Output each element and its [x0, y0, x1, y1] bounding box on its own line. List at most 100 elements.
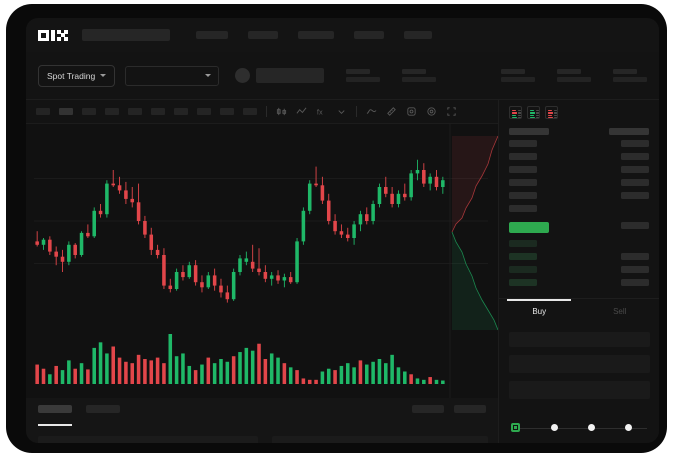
orderbook-row-ask-4[interactable] [509, 179, 537, 186]
trade-form-tabs: Buy Sell [499, 298, 659, 324]
order-type-field[interactable] [509, 332, 650, 347]
coin-avatar-icon [235, 68, 251, 83]
orderbook-row-ask-2[interactable] [509, 153, 537, 160]
tab-sell[interactable]: Sell [580, 299, 660, 324]
trading-pair-select[interactable] [125, 65, 220, 86]
chevron-down-icon[interactable] [336, 106, 347, 117]
orderbook-row-bid-4[interactable] [509, 279, 537, 286]
okx-logo-icon[interactable] [38, 29, 68, 41]
tf-15m[interactable] [82, 108, 96, 115]
toolbar-divider [356, 106, 357, 117]
toolbar-divider [266, 106, 267, 117]
nav-item-1[interactable] [196, 31, 228, 39]
fullscreen-icon[interactable] [446, 106, 457, 117]
market-header: Spot Trading [26, 52, 659, 100]
ruler-icon[interactable] [386, 106, 397, 117]
slider-node-75[interactable] [625, 424, 632, 431]
device-screen: Spot Trading [26, 18, 659, 443]
chart-settings-icon[interactable] [426, 106, 437, 117]
stat-24h-change [346, 69, 381, 82]
orderbook-row-ask-1[interactable] [509, 140, 537, 147]
orderbook-row-ask-5-amt [621, 192, 649, 199]
price-chart[interactable] [26, 124, 498, 398]
tf-5m[interactable] [59, 108, 73, 115]
slider-node-25[interactable] [551, 424, 558, 431]
orders-panel [26, 398, 498, 443]
orderbook-row-bid-3[interactable] [509, 266, 537, 273]
stat-24h-low [501, 69, 535, 82]
stat-24h-high [402, 69, 437, 82]
price-field[interactable] [509, 355, 650, 373]
slider-track [515, 427, 647, 429]
slider-node-50[interactable] [588, 424, 595, 431]
orderbook-row-ask-4-amt [621, 179, 649, 186]
tf-1mo[interactable] [220, 108, 234, 115]
tf-1m[interactable] [36, 108, 50, 115]
nav-item-2[interactable] [248, 31, 278, 39]
bottom-action-2[interactable] [454, 405, 486, 413]
orderbook-view-bids-icon[interactable] [527, 106, 540, 119]
tf-4h[interactable] [151, 108, 165, 115]
bottom-panel-left[interactable] [38, 436, 258, 443]
orderbook-row-ask-6[interactable] [509, 205, 537, 212]
tab-order-history[interactable] [86, 405, 120, 413]
orderbook-row-ask-5[interactable] [509, 192, 537, 199]
orderbook-row-bid-3-amt [621, 266, 649, 273]
orderbook-header-left [509, 128, 549, 135]
orderbook-row-ask-2-amt [621, 153, 649, 160]
top-navigation-bar [26, 18, 659, 52]
amount-percent-slider[interactable] [511, 423, 648, 433]
trend-line-icon[interactable] [366, 106, 377, 117]
tf-1d[interactable] [174, 108, 188, 115]
orderbook-header-right [609, 128, 649, 135]
tab-sell-label: Sell [613, 307, 627, 316]
bottom-action-1[interactable] [412, 405, 444, 413]
orderbook-last-price-amt [621, 222, 649, 229]
orderbook-row-bid-1[interactable] [509, 240, 537, 247]
tf-more[interactable] [243, 108, 257, 115]
trading-mode-dropdown[interactable]: Spot Trading [38, 64, 116, 87]
orderbook-row-ask-3-amt [621, 166, 649, 173]
orderbook-row-bid-2-amt [621, 253, 649, 260]
nav-item-5[interactable] [404, 31, 432, 39]
stat-24h-turnover [613, 69, 647, 82]
search-input[interactable] [82, 29, 170, 41]
chevron-down-icon [205, 74, 212, 77]
order-book-list[interactable] [499, 126, 659, 311]
svg-text:fx: fx [317, 107, 323, 116]
tab-buy[interactable]: Buy [499, 299, 580, 324]
tab-open-orders[interactable] [38, 405, 72, 413]
tab-buy-label: Buy [532, 307, 547, 316]
active-tab-underline [38, 424, 72, 426]
orderbook-view-asks-icon[interactable] [545, 106, 558, 119]
indicators-icon[interactable]: fx [316, 106, 327, 117]
nav-item-4[interactable] [354, 31, 384, 39]
orderbook-row-ask-3[interactable] [509, 166, 537, 173]
tf-1h[interactable] [128, 108, 142, 115]
stat-24h-volume [557, 69, 591, 82]
tf-1w[interactable] [197, 108, 211, 115]
orderbook-view-both-icon[interactable] [509, 106, 522, 119]
line-chart-type-icon[interactable] [296, 106, 307, 117]
trading-mode-label: Spot Trading [47, 70, 96, 81]
amount-field[interactable] [509, 381, 650, 399]
orderbook-row-bid-4-amt [621, 279, 649, 286]
chart-toolbar: fx [26, 100, 498, 124]
slider-node-0[interactable] [511, 423, 520, 432]
chevron-down-icon [100, 74, 107, 77]
orderbook-row-bid-2[interactable] [509, 253, 537, 260]
buy-tab-underline [507, 299, 571, 301]
candlestick-chart-type-icon[interactable] [276, 106, 287, 117]
order-book-and-trade-panel: Buy Sell [498, 100, 659, 443]
device-bezel: Spot Trading [6, 4, 667, 453]
tf-30m[interactable] [105, 108, 119, 115]
orders-content [38, 436, 488, 443]
orderbook-view-toggles [499, 100, 659, 119]
alert-bell-icon[interactable] [406, 106, 417, 117]
bottom-panel-right[interactable] [272, 436, 488, 443]
nav-item-3[interactable] [298, 31, 334, 39]
orderbook-last-price-row [509, 222, 549, 233]
candlestick-chart-canvas [34, 124, 498, 398]
last-price-value [256, 68, 325, 83]
